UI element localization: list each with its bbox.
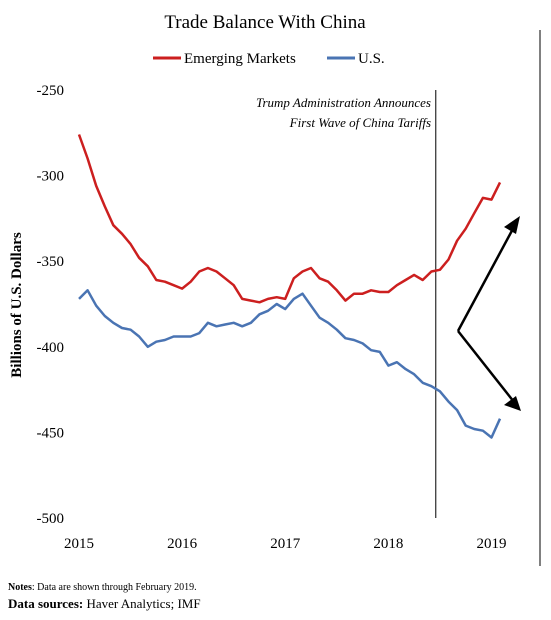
legend: Emerging Markets U.S. <box>153 51 385 67</box>
x-tick-label: 2015 <box>64 536 94 552</box>
y-tick-label: -300 <box>37 169 65 185</box>
sources-label: Data sources: <box>8 596 84 611</box>
y-axis-label: Billions of U.S. Dollars <box>9 232 25 378</box>
footer-notes: Notes: Data are shown through February 2… <box>8 582 197 594</box>
footer-sources: Data sources: Haver Analytics; IMF <box>8 596 201 611</box>
y-tick-label: -400 <box>37 340 65 356</box>
divergence-arrows <box>456 216 521 411</box>
x-tick-label: 2019 <box>476 536 506 552</box>
x-tick-label: 2016 <box>167 536 198 552</box>
series-line-us <box>78 289 502 439</box>
x-tick-label: 2017 <box>270 536 301 552</box>
notes-label: Notes <box>8 582 32 593</box>
series-line-emerging-markets <box>77 134 502 304</box>
legend-label-us: U.S. <box>358 51 385 67</box>
arrow-up-line <box>456 224 517 332</box>
arrow-up-head <box>504 216 520 234</box>
legend-label-emerging-markets: Emerging Markets <box>184 51 296 67</box>
arrow-down-line <box>457 330 515 403</box>
annotation-line-2: First Wave of China Tariffs <box>289 115 431 130</box>
series-lines <box>77 134 502 439</box>
y-tick-label: -450 <box>37 425 65 441</box>
arrow-down-head <box>504 396 521 411</box>
y-tick-label: -250 <box>37 83 65 99</box>
y-tick-label: -500 <box>37 511 65 527</box>
chart-title: Trade Balance With China <box>164 12 366 33</box>
y-tick-label: -350 <box>37 254 65 270</box>
x-tick-label: 2018 <box>373 536 403 552</box>
notes-text: : Data are shown through February 2019. <box>31 582 197 593</box>
annotation-line-1: Trump Administration Announces <box>256 95 431 110</box>
axis-ticks: -250 -300 -350 -400 -450 -500 2015 2016 2017 2018… <box>37 83 507 552</box>
sources-text: Haver Analytics; IMF <box>83 596 201 611</box>
